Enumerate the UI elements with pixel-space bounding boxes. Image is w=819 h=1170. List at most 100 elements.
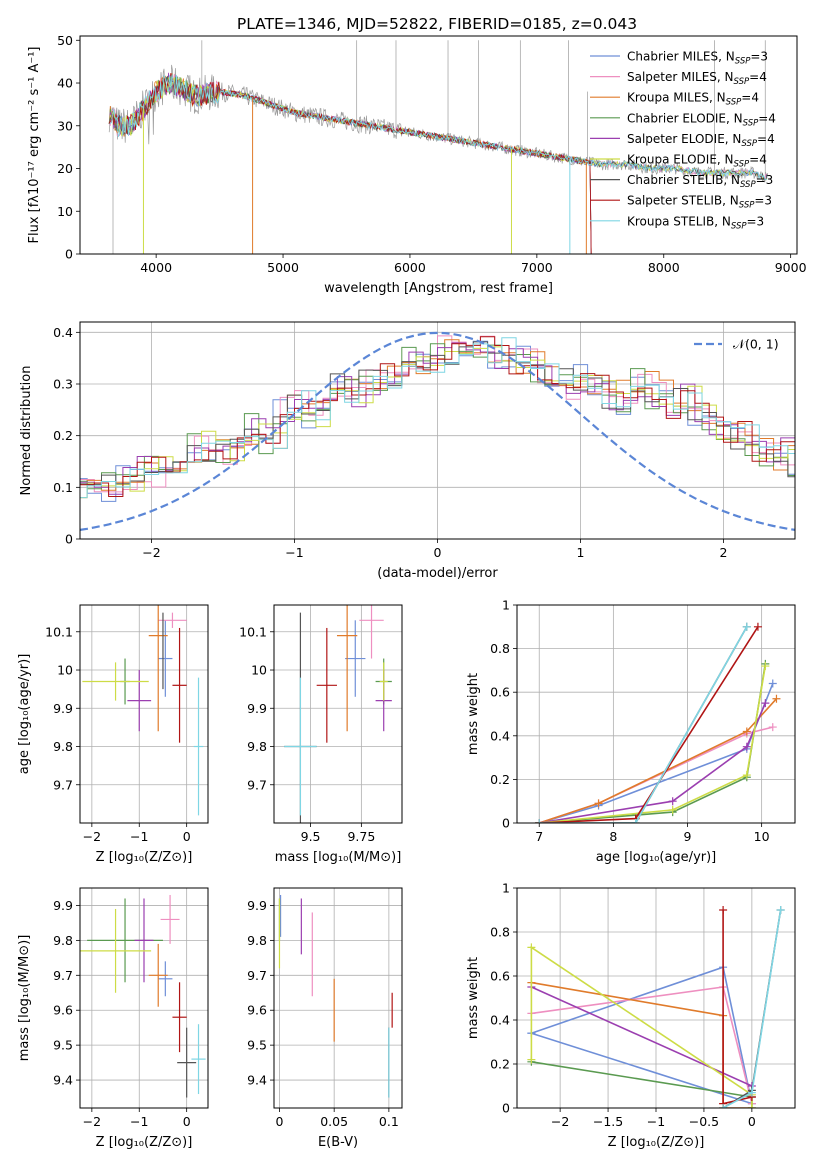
legend-label: Kroupa MILES, NSSP=4 bbox=[627, 91, 759, 108]
histogram-step bbox=[80, 341, 795, 485]
x-tick-label: 5000 bbox=[267, 260, 299, 275]
series-marker bbox=[761, 699, 770, 708]
x-axis-label: Z [log₁₀(Z/Z⊙)] bbox=[96, 1135, 193, 1150]
histogram-step bbox=[80, 337, 795, 499]
axes-frame bbox=[79, 321, 796, 540]
y-tick-label: 0.8 bbox=[490, 925, 510, 940]
y-axis-label: mass [log₁₀(M/M⊙)] bbox=[17, 935, 32, 1062]
panel-mass-vs-Z: −2 −1 0 9.4 9.5 9.6 9.7 9.8 9.9 Z [log₁₀(Z/Z⊙)] ma… bbox=[17, 887, 209, 1150]
y-tick-label: 0 bbox=[65, 247, 73, 262]
axes-frame bbox=[516, 604, 796, 824]
x-tick-label: 0 bbox=[275, 1114, 283, 1129]
x-tick-label: −1.5 bbox=[593, 1114, 623, 1129]
x-tick-label: 4000 bbox=[140, 260, 172, 275]
plot-area bbox=[527, 906, 785, 1108]
series-marker bbox=[768, 679, 777, 688]
x-axis-label: wavelength [Angstrom, rest frame] bbox=[324, 281, 553, 296]
x-tick-label: 0 bbox=[183, 1114, 191, 1129]
x-tick-label: 6000 bbox=[394, 260, 426, 275]
y-tick-label: 0.4 bbox=[490, 728, 510, 743]
y-axis-label: Flux [fλ10⁻¹⁷ erg cm⁻² s⁻¹ A⁻¹] bbox=[27, 47, 42, 244]
series-marker bbox=[753, 622, 762, 631]
series-marker bbox=[742, 622, 751, 631]
y-tick-label: 9.7 bbox=[247, 968, 267, 983]
series-marker bbox=[747, 1104, 756, 1108]
model-line bbox=[108, 75, 592, 254]
x-tick-label: 1 bbox=[577, 545, 585, 560]
plot-area bbox=[278, 894, 393, 1098]
x-tick-label: 7000 bbox=[521, 260, 553, 275]
histogram-step bbox=[80, 343, 795, 490]
y-axis-label: mass weight bbox=[466, 957, 481, 1039]
y-tick-label: 0.2 bbox=[490, 772, 510, 787]
x-tick-label: 9.75 bbox=[347, 829, 375, 844]
y-tick-label: 9.9 bbox=[53, 701, 73, 716]
y-tick-label: 9.7 bbox=[53, 968, 73, 983]
gaussian-curve bbox=[80, 331, 795, 531]
series-marker bbox=[527, 943, 536, 952]
series-marker bbox=[719, 1104, 728, 1108]
series-marker bbox=[527, 1055, 536, 1064]
y-tick-label: 9.5 bbox=[53, 1038, 73, 1053]
series-marker bbox=[668, 805, 677, 814]
series-marker bbox=[631, 819, 640, 823]
y-tick-label: 9.9 bbox=[247, 898, 267, 913]
legend-label: Chabrier MILES, NSSP=3 bbox=[627, 50, 768, 67]
y-tick-label: 0.1 bbox=[53, 480, 73, 495]
histogram-step bbox=[80, 346, 795, 499]
x-tick-label: −1 bbox=[647, 1114, 665, 1129]
y-tick-label: 0.4 bbox=[490, 1013, 510, 1028]
x-tick-label: −2 bbox=[83, 829, 101, 844]
y-tick-label: 0 bbox=[502, 816, 510, 831]
y-tick-label: 10 bbox=[57, 204, 73, 219]
x-tick-label: 0 bbox=[434, 545, 442, 560]
x-tick-label: 0.05 bbox=[320, 1114, 348, 1129]
x-axis-label: age [log₁₀(age/yr)] bbox=[596, 850, 717, 865]
panel-age-vs-mass: 9.5 9.75 9.7 9.8 9.9 10 10.1 mass [log₁₀(M/M⊙)] bbox=[239, 604, 403, 865]
series-line bbox=[530, 945, 753, 1108]
y-tick-label: 0.2 bbox=[490, 1057, 510, 1072]
x-tick-label: 8000 bbox=[648, 260, 680, 275]
panel-residuals: −2 −1 0 1 2 0 0.1 0.2 0.3 0.4 (data-model)/error No… bbox=[19, 321, 796, 581]
series-marker bbox=[594, 799, 603, 808]
series-marker bbox=[719, 906, 728, 914]
y-tick-label: 9.6 bbox=[53, 1003, 73, 1018]
legend-label: Salpeter ELODIE, NSSP=4 bbox=[627, 132, 775, 149]
y-tick-label: 0.4 bbox=[53, 325, 73, 340]
figure-title: PLATE=1346, MJD=52822, FIBERID=0185, z=0… bbox=[237, 15, 637, 33]
series-line bbox=[539, 702, 767, 823]
histogram-step bbox=[80, 340, 795, 502]
series-marker bbox=[742, 742, 751, 751]
plot-area bbox=[80, 894, 206, 1098]
y-tick-label: 0 bbox=[502, 1101, 510, 1116]
y-tick-label: 9.6 bbox=[247, 1003, 267, 1018]
series-line bbox=[539, 663, 767, 823]
panel-weight-vs-age: 7 8 9 10 0 0.2 0.4 0.6 0.8 1 age [log₁₀(age/yr)] ma… bbox=[466, 598, 796, 865]
y-tick-label: 9.7 bbox=[247, 777, 267, 792]
x-tick-label: −1 bbox=[130, 829, 148, 844]
legend-label: Kroupa STELIB, NSSP=3 bbox=[627, 214, 764, 231]
series-line bbox=[531, 986, 753, 1097]
series-marker bbox=[776, 906, 785, 914]
series-marker bbox=[747, 1088, 756, 1097]
model-line bbox=[108, 77, 768, 181]
axes-frame bbox=[516, 887, 796, 1109]
y-tick-label: 0 bbox=[65, 532, 73, 547]
x-tick-label: −1 bbox=[285, 545, 303, 560]
model-line bbox=[108, 72, 592, 254]
series-marker bbox=[535, 819, 544, 823]
legend: Chabrier MILES, NSSP=3 Salpeter MILES, NS… bbox=[590, 50, 776, 231]
series-line bbox=[531, 986, 753, 1104]
y-tick-label: 9.9 bbox=[53, 898, 73, 913]
histogram-step bbox=[80, 336, 795, 499]
y-tick-label: 50 bbox=[57, 33, 73, 48]
y-tick-label: 20 bbox=[57, 161, 73, 176]
series-line bbox=[539, 626, 748, 823]
x-tick-label: 10 bbox=[754, 829, 770, 844]
y-tick-label: 9.8 bbox=[53, 933, 73, 948]
x-tick-label: −2 bbox=[83, 1114, 101, 1129]
axes-frame bbox=[79, 35, 798, 255]
plot-area bbox=[108, 40, 769, 254]
y-tick-label: 40 bbox=[57, 76, 73, 91]
y-tick-label: 0.6 bbox=[490, 685, 510, 700]
